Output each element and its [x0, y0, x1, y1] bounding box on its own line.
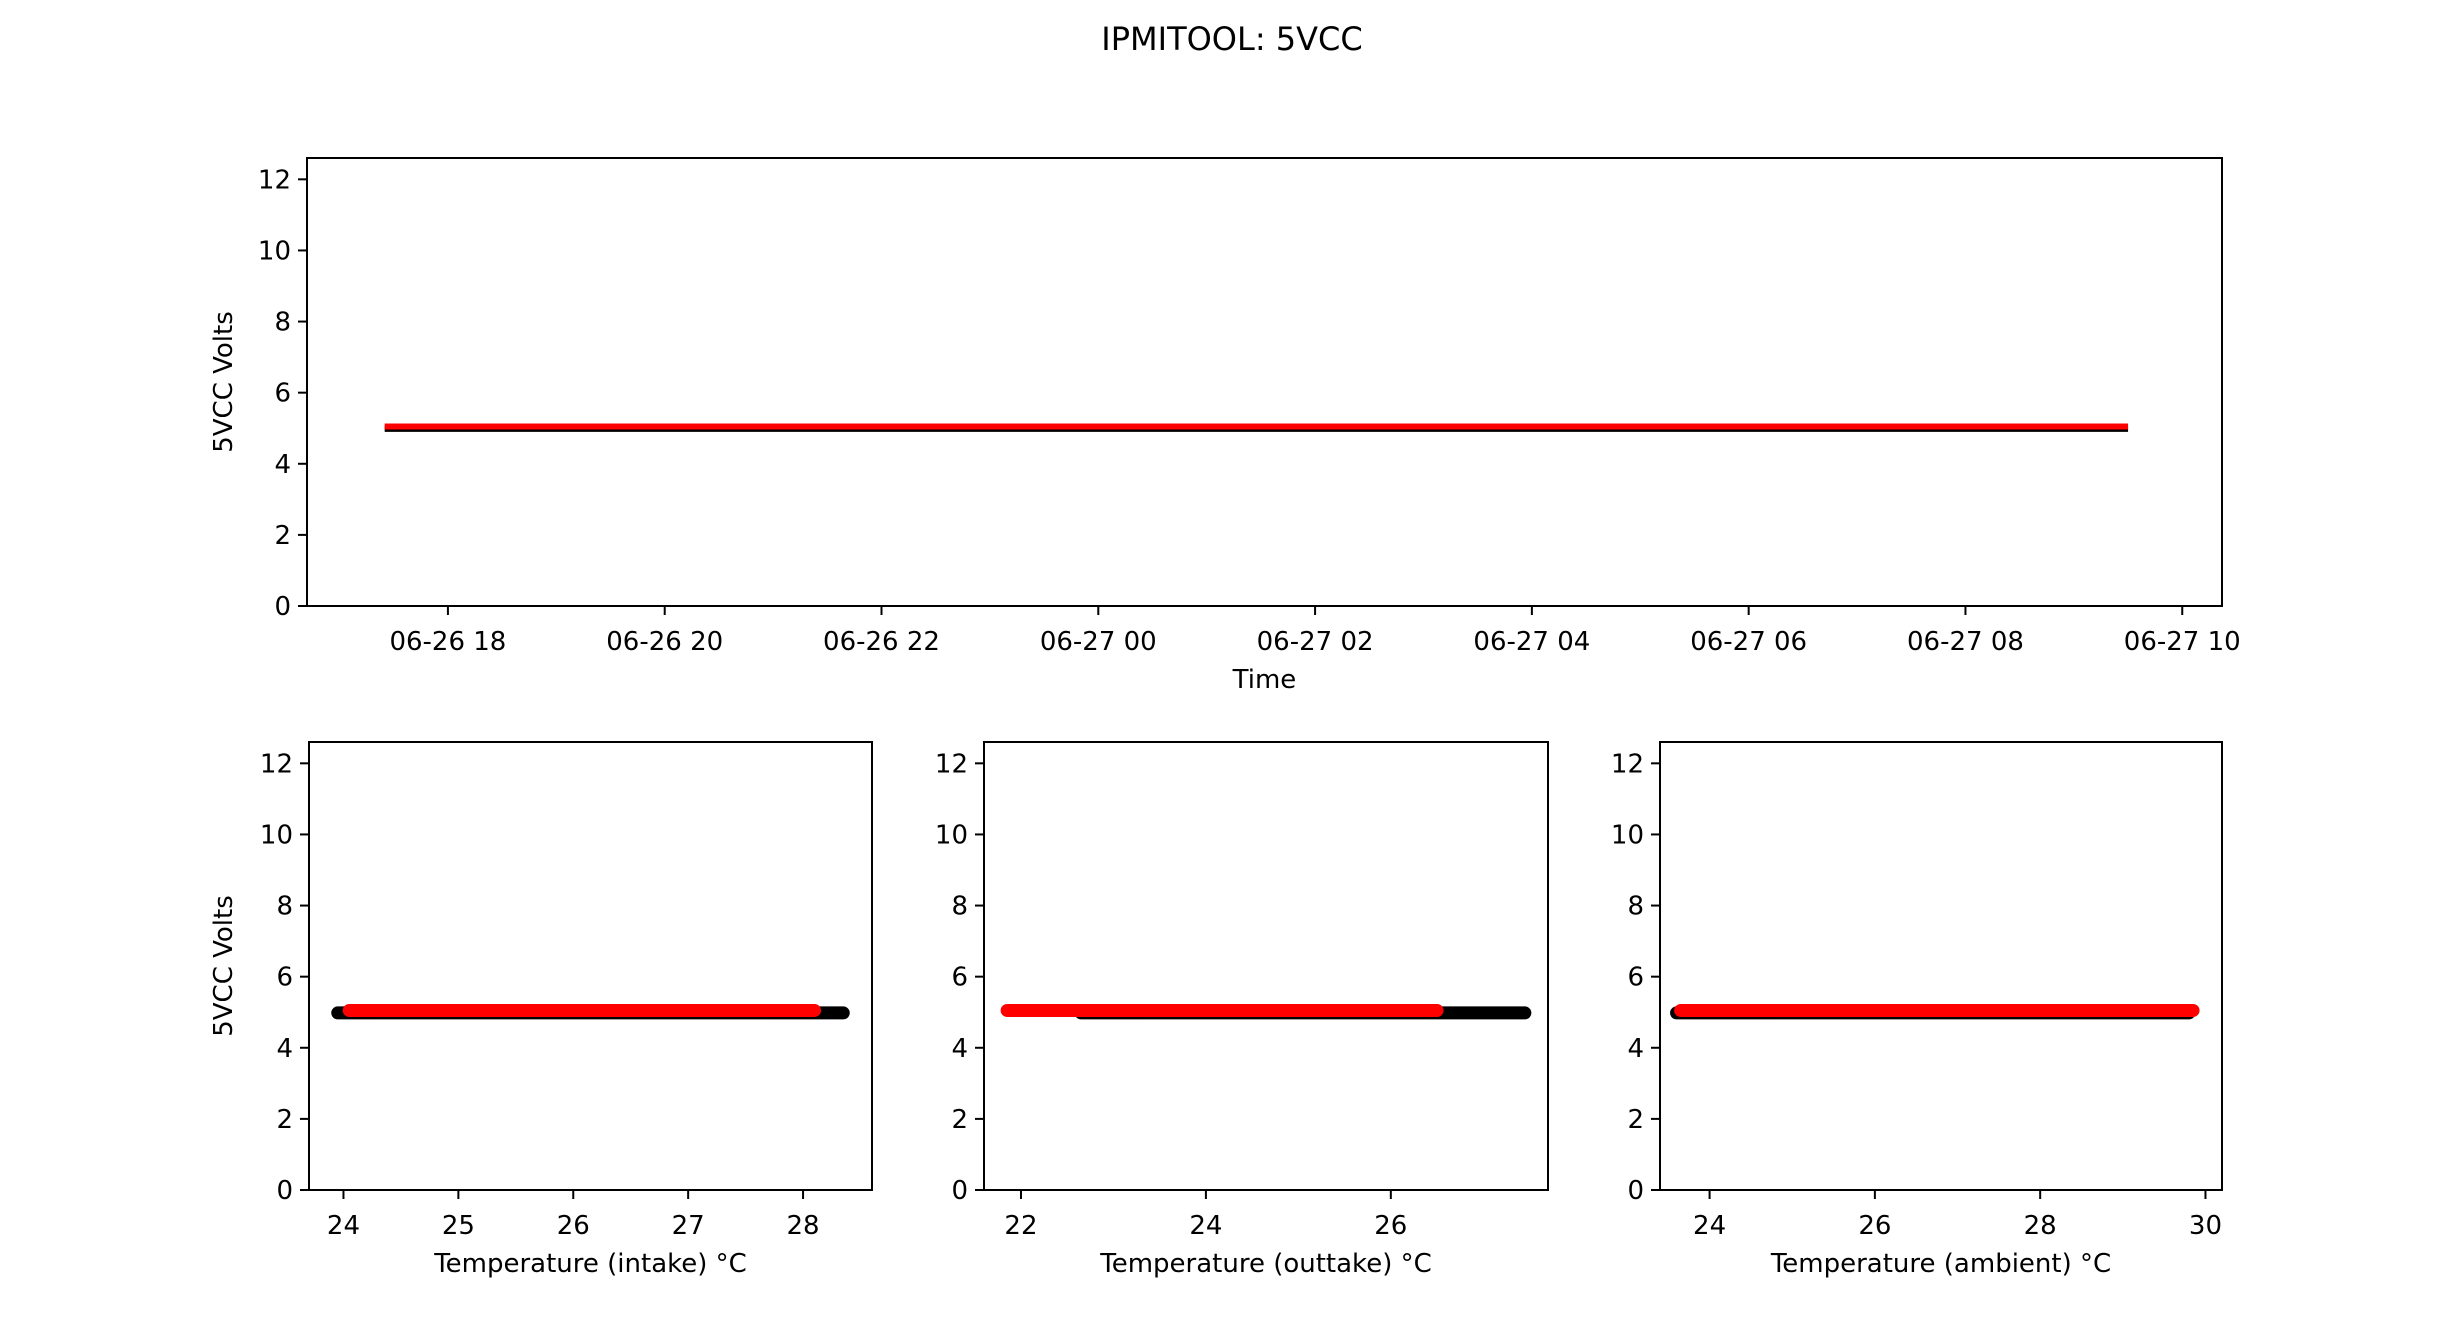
plot-frame: [1659, 741, 2223, 1191]
y-tick-label: 12: [935, 749, 968, 779]
chart-title: IPMITOOL: 5VCC: [1101, 20, 1362, 58]
y-tick-label: 0: [274, 592, 291, 622]
y-tick-label: 10: [260, 820, 293, 850]
x-tick-label: 30: [2189, 1211, 2222, 1241]
y-tick-label: 8: [274, 308, 291, 338]
y-tick-label: 2: [276, 1105, 293, 1135]
y-tick-label: 8: [951, 892, 968, 922]
x-tick-label: 25: [442, 1211, 475, 1241]
y-tick-label: 8: [276, 892, 293, 922]
y-tick-label: 2: [1627, 1105, 1644, 1135]
x-axis-label: Temperature (intake) °C: [433, 1249, 747, 1279]
x-tick-label: 26: [557, 1211, 590, 1241]
y-tick-label: 6: [951, 963, 968, 993]
y-tick-label: 0: [951, 1176, 968, 1206]
y-tick-label: 0: [1627, 1176, 1644, 1206]
y-axis-label: 5VCC Volts: [209, 311, 239, 453]
y-tick-label: 12: [1611, 749, 1644, 779]
x-tick-label: 24: [1189, 1211, 1222, 1241]
y-tick-label: 2: [274, 521, 291, 551]
x-tick-label: 27: [672, 1211, 705, 1241]
y-tick-label: 2: [951, 1105, 968, 1135]
x-tick-label: 06-26 22: [823, 627, 940, 657]
plot-frame: [308, 741, 873, 1191]
y-tick-label: 8: [1627, 892, 1644, 922]
x-tick-label: 06-27 04: [1473, 627, 1590, 657]
x-tick-label: 06-27 08: [1907, 627, 2024, 657]
x-tick-label: 28: [787, 1211, 820, 1241]
plot-frame: [306, 157, 2223, 607]
x-tick-label: 24: [1693, 1211, 1726, 1241]
x-tick-label: 24: [327, 1211, 360, 1241]
y-tick-label: 0: [276, 1176, 293, 1206]
y-tick-label: 4: [274, 450, 291, 480]
x-tick-label: 06-27 10: [2124, 627, 2241, 657]
plot-frame: [983, 741, 1549, 1191]
y-tick-label: 6: [276, 963, 293, 993]
y-axis-label: 5VCC Volts: [209, 895, 239, 1037]
y-tick-label: 4: [951, 1034, 968, 1064]
y-tick-label: 6: [1627, 963, 1644, 993]
x-tick-label: 06-27 00: [1040, 627, 1157, 657]
x-axis-label: Temperature (outtake) °C: [1099, 1249, 1432, 1279]
y-tick-label: 12: [260, 749, 293, 779]
x-tick-label: 06-27 06: [1690, 627, 1807, 657]
x-axis-label: Temperature (ambient) °C: [1770, 1249, 2111, 1279]
y-tick-label: 4: [1627, 1034, 1644, 1064]
x-tick-label: 06-27 02: [1257, 627, 1374, 657]
chart-panel-1: 0 2 4 6 8 10 12 06-26 18 06-26 20 06-26 22 06-27 0…: [209, 157, 2241, 695]
x-tick-label: 22: [1004, 1211, 1037, 1241]
y-tick-label: 10: [935, 820, 968, 850]
x-tick-label: 06-26 18: [389, 627, 506, 657]
y-tick-label: 10: [1611, 820, 1644, 850]
y-tick-label: 4: [276, 1034, 293, 1064]
y-tick-label: 10: [258, 236, 291, 266]
y-tick-label: 12: [258, 165, 291, 195]
x-tick-label: 26: [1858, 1211, 1891, 1241]
x-tick-label: 26: [1374, 1211, 1407, 1241]
x-tick-label: 28: [2024, 1211, 2057, 1241]
x-tick-label: 06-26 20: [606, 627, 723, 657]
y-tick-label: 6: [274, 379, 291, 409]
x-axis-label: Time: [1232, 665, 1297, 695]
